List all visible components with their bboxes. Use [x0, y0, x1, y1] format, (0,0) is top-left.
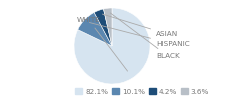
- Text: HISPANIC: HISPANIC: [90, 22, 190, 47]
- Wedge shape: [103, 8, 112, 46]
- Text: WHITE: WHITE: [77, 17, 127, 71]
- Wedge shape: [78, 12, 112, 46]
- Legend: 82.1%, 10.1%, 4.2%, 3.6%: 82.1%, 10.1%, 4.2%, 3.6%: [74, 87, 210, 96]
- Wedge shape: [94, 9, 112, 46]
- Text: ASIAN: ASIAN: [102, 14, 178, 37]
- Wedge shape: [74, 8, 150, 84]
- Text: BLACK: BLACK: [110, 13, 180, 59]
